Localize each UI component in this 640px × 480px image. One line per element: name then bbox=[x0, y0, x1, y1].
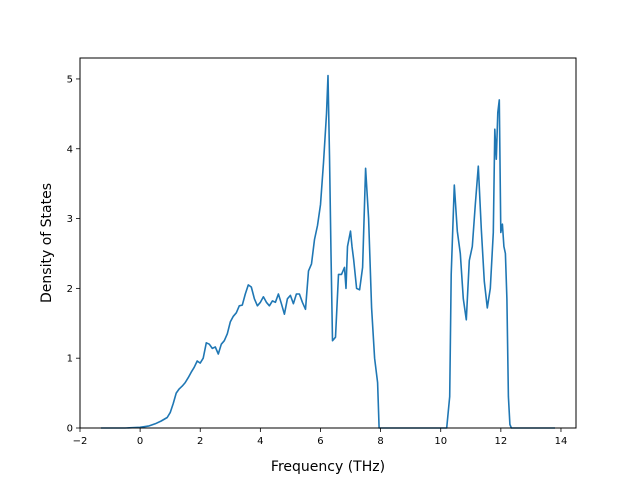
y-tick-label: 3 bbox=[67, 214, 73, 225]
x-tick-label: −2 bbox=[73, 436, 88, 447]
series-line-0 bbox=[101, 74, 555, 429]
y-tick-label: 5 bbox=[67, 74, 73, 85]
y-axis-label: Density of States bbox=[39, 183, 55, 303]
x-tick-label: 10 bbox=[434, 436, 447, 447]
x-tick-label: 8 bbox=[377, 436, 383, 447]
x-tick-label: 6 bbox=[317, 436, 323, 447]
y-tick-label: 2 bbox=[67, 284, 73, 295]
x-tick-label: 14 bbox=[555, 436, 568, 447]
x-axis-label: Frequency (THz) bbox=[271, 459, 385, 475]
x-tick-label: 0 bbox=[137, 436, 143, 447]
y-tick-label: 1 bbox=[67, 354, 73, 365]
y-tick-label: 4 bbox=[67, 144, 73, 155]
x-tick-label: 2 bbox=[197, 436, 203, 447]
x-tick-label: 12 bbox=[494, 436, 507, 447]
x-tick-label: 4 bbox=[257, 436, 263, 447]
y-tick-label: 0 bbox=[67, 424, 73, 435]
plot-frame bbox=[79, 57, 577, 429]
